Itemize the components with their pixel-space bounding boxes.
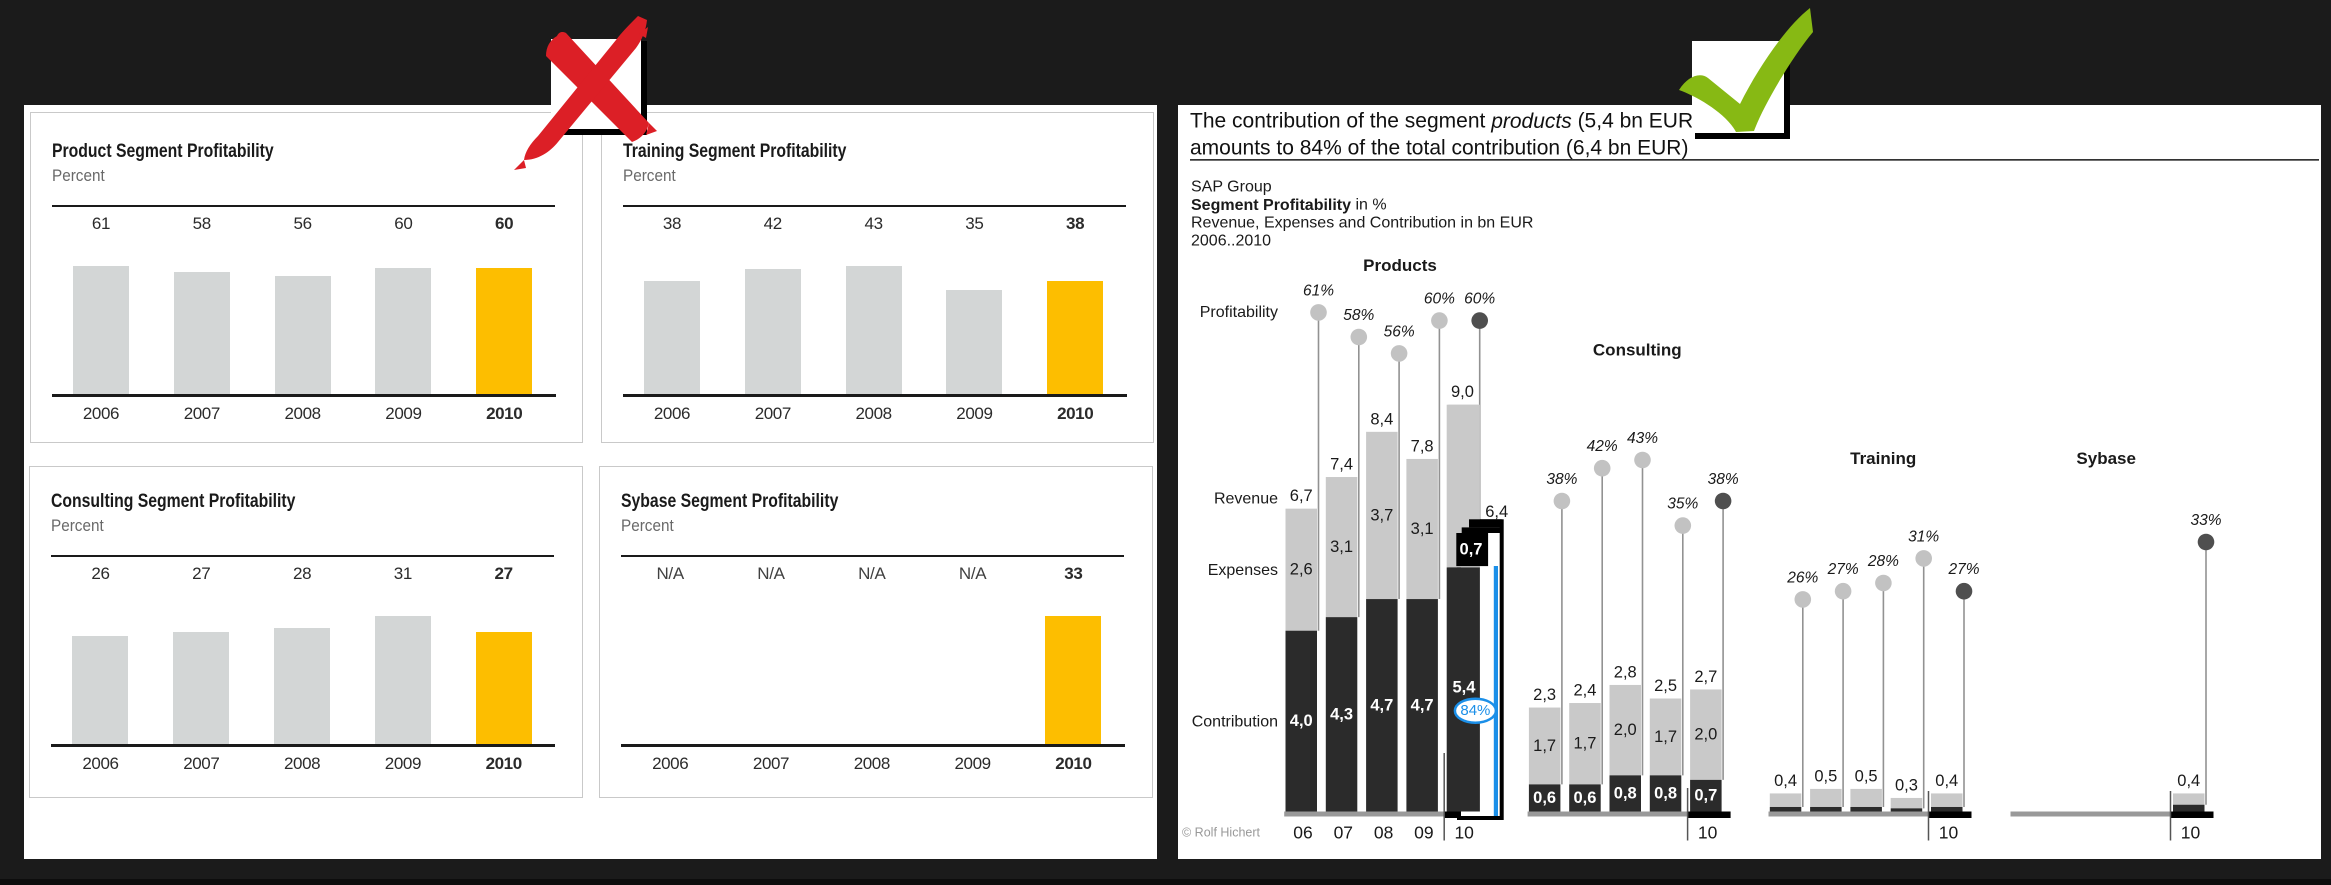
svg-text:SAP Group: SAP Group bbox=[1191, 179, 1272, 196]
svg-text:2,0: 2,0 bbox=[1694, 726, 1717, 744]
svg-text:8,4: 8,4 bbox=[1370, 410, 1393, 428]
svg-text:6,7: 6,7 bbox=[1290, 487, 1313, 505]
svg-text:38%: 38% bbox=[1546, 471, 1577, 488]
svg-text:2,8: 2,8 bbox=[1614, 663, 1637, 681]
svg-text:Training: Training bbox=[1850, 449, 1916, 468]
svg-text:1,7: 1,7 bbox=[1573, 735, 1596, 753]
svg-text:amounts to 84% of the total co: amounts to 84% of the total contribution… bbox=[1190, 137, 1688, 160]
svg-text:4,3: 4,3 bbox=[1330, 705, 1353, 723]
svg-text:2006..2010: 2006..2010 bbox=[1191, 233, 1271, 250]
svg-text:Profitability: Profitability bbox=[1200, 304, 1278, 321]
svg-text:3,7: 3,7 bbox=[1370, 506, 1393, 524]
svg-text:6,4: 6,4 bbox=[1485, 503, 1508, 521]
svg-text:5,4: 5,4 bbox=[1452, 678, 1476, 696]
svg-text:27%: 27% bbox=[1827, 561, 1859, 578]
svg-text:09: 09 bbox=[1414, 823, 1433, 843]
svg-text:0,3: 0,3 bbox=[1895, 776, 1918, 794]
svg-text:2,5: 2,5 bbox=[1654, 677, 1677, 695]
svg-text:31%: 31% bbox=[1908, 528, 1939, 545]
svg-text:4,7: 4,7 bbox=[1411, 696, 1434, 714]
svg-text:0,5: 0,5 bbox=[1855, 767, 1878, 785]
svg-text:10: 10 bbox=[1454, 823, 1474, 843]
svg-text:60%: 60% bbox=[1464, 291, 1495, 308]
svg-text:Revenue, Expenses and Contribu: Revenue, Expenses and Contribution in bn… bbox=[1191, 215, 1533, 232]
svg-text:7,4: 7,4 bbox=[1330, 456, 1353, 474]
svg-text:4,7: 4,7 bbox=[1370, 696, 1393, 714]
svg-text:0,6: 0,6 bbox=[1533, 789, 1556, 807]
svg-text:The contribution of the segmen: The contribution of the segment products… bbox=[1190, 110, 1700, 133]
svg-text:3,1: 3,1 bbox=[1411, 520, 1434, 538]
svg-text:2,0: 2,0 bbox=[1614, 721, 1637, 739]
svg-text:38%: 38% bbox=[1708, 471, 1739, 488]
svg-text:43%: 43% bbox=[1627, 430, 1658, 447]
svg-text:10: 10 bbox=[1939, 823, 1959, 843]
svg-text:0,5: 0,5 bbox=[1814, 767, 1837, 785]
svg-text:4,0: 4,0 bbox=[1290, 712, 1313, 730]
svg-text:26%: 26% bbox=[1786, 569, 1818, 586]
svg-text:9,0: 9,0 bbox=[1451, 383, 1474, 401]
svg-text:2,7: 2,7 bbox=[1694, 668, 1717, 686]
svg-text:58%: 58% bbox=[1343, 307, 1374, 324]
svg-text:1,7: 1,7 bbox=[1654, 728, 1677, 746]
svg-text:06: 06 bbox=[1293, 823, 1312, 843]
svg-text:10: 10 bbox=[1698, 823, 1718, 843]
svg-text:56%: 56% bbox=[1384, 323, 1415, 340]
svg-text:35%: 35% bbox=[1667, 496, 1698, 513]
svg-text:2,4: 2,4 bbox=[1573, 682, 1596, 700]
svg-text:0,4: 0,4 bbox=[1935, 772, 1958, 790]
svg-text:0,4: 0,4 bbox=[1774, 772, 1797, 790]
svg-text:33%: 33% bbox=[2190, 512, 2221, 529]
svg-text:1,7: 1,7 bbox=[1533, 737, 1556, 755]
svg-text:10: 10 bbox=[2181, 823, 2201, 843]
svg-text:Sybase: Sybase bbox=[2076, 449, 2136, 468]
svg-text:42%: 42% bbox=[1587, 438, 1618, 455]
svg-text:2,6: 2,6 bbox=[1290, 561, 1313, 579]
svg-text:28%: 28% bbox=[1867, 553, 1899, 570]
svg-text:2,3: 2,3 bbox=[1533, 686, 1556, 704]
svg-text:0,7: 0,7 bbox=[1694, 787, 1717, 805]
svg-text:Contribution: Contribution bbox=[1192, 714, 1278, 731]
svg-text:08: 08 bbox=[1374, 823, 1393, 843]
svg-text:0,4: 0,4 bbox=[2177, 772, 2200, 790]
svg-text:Products: Products bbox=[1363, 256, 1437, 275]
svg-text:7,8: 7,8 bbox=[1411, 437, 1434, 455]
svg-text:61%: 61% bbox=[1303, 282, 1334, 299]
svg-text:0,8: 0,8 bbox=[1614, 784, 1637, 802]
svg-text:07: 07 bbox=[1334, 823, 1353, 843]
svg-text:84%: 84% bbox=[1460, 702, 1490, 719]
svg-text:© Rolf Hichert: © Rolf Hichert bbox=[1182, 826, 1261, 840]
svg-text:0,8: 0,8 bbox=[1654, 784, 1677, 802]
svg-text:Revenue: Revenue bbox=[1214, 490, 1278, 507]
svg-text:3,1: 3,1 bbox=[1330, 538, 1353, 556]
svg-text:0,6: 0,6 bbox=[1573, 789, 1596, 807]
svg-text:Segment Profitability in %: Segment Profitability in % bbox=[1191, 197, 1387, 214]
svg-text:Consulting: Consulting bbox=[1593, 341, 1682, 360]
svg-text:Expenses: Expenses bbox=[1208, 562, 1278, 579]
svg-text:27%: 27% bbox=[1947, 561, 1979, 578]
svg-text:60%: 60% bbox=[1424, 291, 1455, 308]
svg-text:0,7: 0,7 bbox=[1460, 541, 1483, 559]
